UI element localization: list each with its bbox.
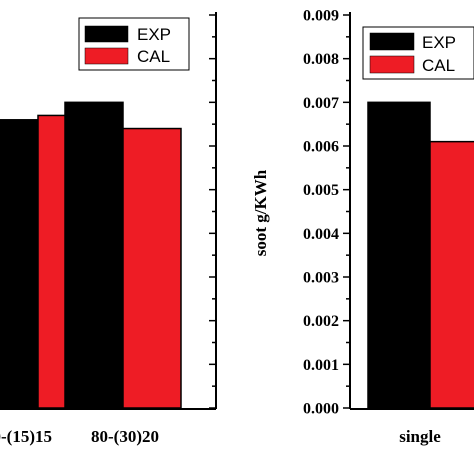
left-axes xyxy=(0,12,217,410)
y-tick-label: 0.006 xyxy=(303,139,339,156)
right-y-axis-title: soot g/KWh xyxy=(251,169,270,256)
y-tick-label: 0.003 xyxy=(303,270,339,287)
y-tick-label: 0.008 xyxy=(303,51,339,68)
right-legend-label-cal: CAL xyxy=(422,56,455,75)
bar-exp-0 xyxy=(0,119,39,409)
bar-cal-1 xyxy=(122,127,182,409)
y-tick-label: 0.005 xyxy=(303,182,339,199)
left-chart: 80-(15)15 80-(30)20 EXP CAL xyxy=(0,12,217,446)
y-tick-label: 0.007 xyxy=(303,95,339,112)
left-legend-swatch-cal xyxy=(84,47,129,65)
y-tick-label: 0.001 xyxy=(303,357,339,374)
right-y-tick-labels: 0.000 0.001 0.002 0.003 0.004 0.005 0.006 0.007… xyxy=(303,8,339,418)
right-category-labels: single xyxy=(399,427,441,446)
right-axes xyxy=(343,12,474,410)
right-chart: 0.000 0.001 0.002 0.003 0.004 0.005 0.006 0.007… xyxy=(251,8,474,446)
category-label-1: 80-(30)20 xyxy=(91,427,159,446)
y-tick-label: 0.004 xyxy=(303,226,339,243)
bar-exp-0 xyxy=(367,101,431,409)
left-category-labels: 80-(15)15 80-(30)20 xyxy=(0,427,159,446)
right-legend-label-exp: EXP xyxy=(422,33,456,52)
right-legend-swatch-exp xyxy=(369,32,415,51)
category-label-0: 80-(15)15 xyxy=(0,427,52,446)
category-label-0: single xyxy=(399,427,441,446)
right-legend: EXP CAL xyxy=(362,26,474,80)
right-legend-swatch-cal xyxy=(369,55,415,74)
y-tick-label: 0.002 xyxy=(303,313,339,330)
left-legend-label-exp: EXP xyxy=(137,25,171,44)
right-bars xyxy=(367,101,474,409)
left-legend-label-cal: CAL xyxy=(137,47,170,66)
y-tick-label: 0.009 xyxy=(303,8,339,25)
left-legend: EXP CAL xyxy=(78,17,190,71)
bar-exp-1 xyxy=(64,101,124,409)
y-tick-label: 0.000 xyxy=(303,401,339,418)
left-legend-swatch-exp xyxy=(84,25,129,43)
bar-cal-0 xyxy=(429,140,474,409)
left-bars xyxy=(0,101,182,409)
